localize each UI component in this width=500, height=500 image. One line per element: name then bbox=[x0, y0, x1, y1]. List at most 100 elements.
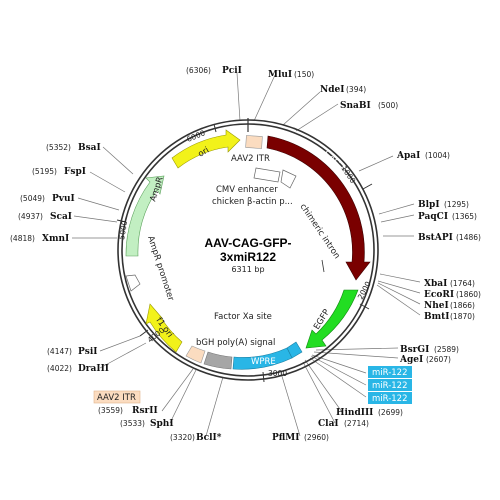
feature-label-bgh: bGH poly(A) signal bbox=[196, 338, 275, 348]
site-hindiii[interactable]: HindIII (2699) bbox=[336, 408, 403, 418]
svg-text:miR-122: miR-122 bbox=[372, 394, 408, 404]
svg-text:ClaI: ClaI bbox=[318, 419, 339, 429]
feature-ampr[interactable] bbox=[125, 175, 165, 257]
feature-egfp[interactable] bbox=[305, 289, 359, 349]
tick-marks bbox=[116, 123, 373, 383]
svg-text:PaqCI: PaqCI bbox=[418, 212, 448, 222]
svg-text:NheI: NheI bbox=[424, 301, 449, 311]
site-bmti[interactable]: BmtI (1870) bbox=[424, 312, 475, 322]
feature-label-wpre: WPRE bbox=[251, 357, 276, 367]
svg-text:XmnI: XmnI bbox=[42, 234, 69, 244]
tick-label-2000: 2000 bbox=[356, 280, 373, 301]
svg-text:(4818): (4818) bbox=[10, 234, 35, 243]
svg-text:(3559): (3559) bbox=[98, 406, 123, 415]
site-snabi[interactable]: SnaBI (500) bbox=[340, 101, 398, 111]
svg-text:(5049): (5049) bbox=[20, 194, 45, 203]
svg-text:(1764): (1764) bbox=[450, 279, 475, 288]
site-ndei[interactable]: NdeI (394) bbox=[320, 85, 366, 95]
feature-label-factor-xa: Factor Xa site bbox=[214, 312, 272, 322]
site-pvui[interactable]: (5049) PvuI bbox=[20, 194, 75, 204]
site-scai[interactable]: (4937) ScaI bbox=[18, 212, 72, 222]
site-sphi[interactable]: (3533) SphI bbox=[120, 419, 174, 429]
svg-text:AgeI: AgeI bbox=[399, 355, 423, 365]
svg-text:ScaI: ScaI bbox=[50, 212, 72, 222]
feature-label-ori: ori bbox=[197, 145, 212, 159]
site-psii[interactable]: (4147) PsiI bbox=[47, 347, 97, 357]
site-bsrgi[interactable]: BsrGI (2589) bbox=[400, 345, 459, 355]
svg-text:(3533): (3533) bbox=[120, 419, 145, 428]
mir122-label-1[interactable]: miR-122 bbox=[368, 366, 412, 378]
site-bcli[interactable]: (3320) BclI* bbox=[170, 433, 222, 443]
svg-text:(1486): (1486) bbox=[456, 233, 481, 242]
svg-text:HindIII: HindIII bbox=[336, 408, 373, 418]
site-agei[interactable]: AgeI (2607) bbox=[399, 355, 451, 365]
plasmid-title-line1: AAV-CAG-GFP- bbox=[204, 236, 291, 250]
feature-cmv-enhancer[interactable] bbox=[253, 167, 297, 189]
feature-f1-ori[interactable] bbox=[145, 303, 183, 353]
feature-label-ampr-promoter: AmpR promoter bbox=[145, 235, 176, 303]
feature-bgh-polya[interactable] bbox=[203, 351, 233, 370]
site-bstapi[interactable]: BstAPI (1486) bbox=[418, 233, 481, 243]
svg-text:XbaI: XbaI bbox=[424, 279, 447, 289]
site-ecori[interactable]: EcoRI (1860) bbox=[424, 290, 481, 300]
site-clai[interactable]: ClaI (2714) bbox=[318, 419, 369, 429]
svg-text:(4022): (4022) bbox=[47, 364, 72, 373]
site-fspi[interactable]: (5195) FspI bbox=[32, 167, 86, 177]
svg-text:(5195): (5195) bbox=[32, 167, 57, 176]
feature-cag-promoter[interactable] bbox=[266, 135, 371, 281]
svg-text:EcoRI: EcoRI bbox=[424, 290, 454, 300]
feature-label-chimeric-intron: chimeric intron bbox=[298, 202, 342, 261]
site-rsrii[interactable]: (3559) RsrII bbox=[98, 406, 158, 416]
mir122-label-3[interactable]: miR-122 bbox=[368, 392, 412, 404]
svg-text:SnaBI: SnaBI bbox=[340, 101, 371, 111]
svg-text:(2699): (2699) bbox=[378, 408, 403, 417]
svg-text:(1860): (1860) bbox=[456, 290, 481, 299]
site-nhei[interactable]: NheI (1866) bbox=[424, 301, 475, 311]
site-xbai[interactable]: XbaI (1764) bbox=[424, 279, 475, 289]
svg-text:(1866): (1866) bbox=[450, 301, 475, 310]
feature-ori[interactable] bbox=[171, 129, 241, 169]
site-paqci[interactable]: PaqCI (1365) bbox=[418, 212, 477, 222]
feature-itr-top[interactable] bbox=[245, 135, 263, 149]
svg-text:(500): (500) bbox=[378, 101, 398, 110]
svg-text:PsiI: PsiI bbox=[78, 347, 97, 357]
mir122-label-2[interactable]: miR-122 bbox=[368, 379, 412, 391]
svg-text:(2960): (2960) bbox=[304, 433, 329, 442]
site-blpi[interactable]: BlpI (1295) bbox=[418, 200, 469, 210]
svg-text:(2607): (2607) bbox=[426, 355, 451, 364]
svg-text:(394): (394) bbox=[346, 85, 366, 94]
site-xmni[interactable]: (4818) XmnI bbox=[10, 234, 69, 244]
svg-text:SphI: SphI bbox=[150, 419, 174, 429]
svg-text:miR-122: miR-122 bbox=[372, 381, 408, 391]
svg-text:(2714): (2714) bbox=[344, 419, 369, 428]
svg-text:(6306): (6306) bbox=[186, 66, 211, 75]
svg-text:FspI: FspI bbox=[64, 167, 86, 177]
svg-text:PvuI: PvuI bbox=[52, 194, 75, 204]
svg-text:ApaI: ApaI bbox=[396, 151, 420, 161]
site-draiii[interactable]: (4022) DraIII bbox=[47, 364, 109, 374]
svg-text:BsaI: BsaI bbox=[78, 143, 101, 153]
svg-text:(5352): (5352) bbox=[46, 143, 71, 152]
feature-itr-bottom[interactable] bbox=[185, 345, 206, 364]
site-pcii[interactable]: (6306) PciI bbox=[186, 66, 242, 76]
svg-text:miR-122: miR-122 bbox=[372, 368, 408, 378]
svg-text:BstAPI: BstAPI bbox=[418, 233, 453, 243]
site-mlui[interactable]: MluI (150) bbox=[268, 70, 314, 80]
svg-text:MluI: MluI bbox=[268, 70, 292, 80]
site-pflmi[interactable]: PflMI (2960) bbox=[272, 433, 329, 443]
tick-label-3000: 3000 bbox=[268, 369, 287, 378]
svg-text:(1870): (1870) bbox=[450, 312, 475, 321]
feature-wpre[interactable] bbox=[232, 347, 293, 370]
itr-bottom-callout[interactable]: AAV2 ITR bbox=[93, 390, 141, 404]
site-bsai[interactable]: (5352) BsaI bbox=[46, 143, 101, 153]
feature-ampr-promoter[interactable] bbox=[125, 274, 141, 292]
site-apai[interactable]: ApaI (1004) bbox=[396, 151, 450, 161]
plasmid-size: 6311 bp bbox=[231, 265, 264, 274]
feature-chimeric-intron-arrow bbox=[321, 259, 325, 273]
feature-label-itr-top: AAV2 ITR bbox=[231, 154, 270, 164]
svg-text:(3320): (3320) bbox=[170, 433, 195, 442]
svg-text:BclI*: BclI* bbox=[196, 433, 222, 443]
svg-text:DraIII: DraIII bbox=[78, 364, 109, 374]
svg-text:(150): (150) bbox=[294, 70, 314, 79]
tick-label-5000: 5000 bbox=[117, 220, 129, 241]
